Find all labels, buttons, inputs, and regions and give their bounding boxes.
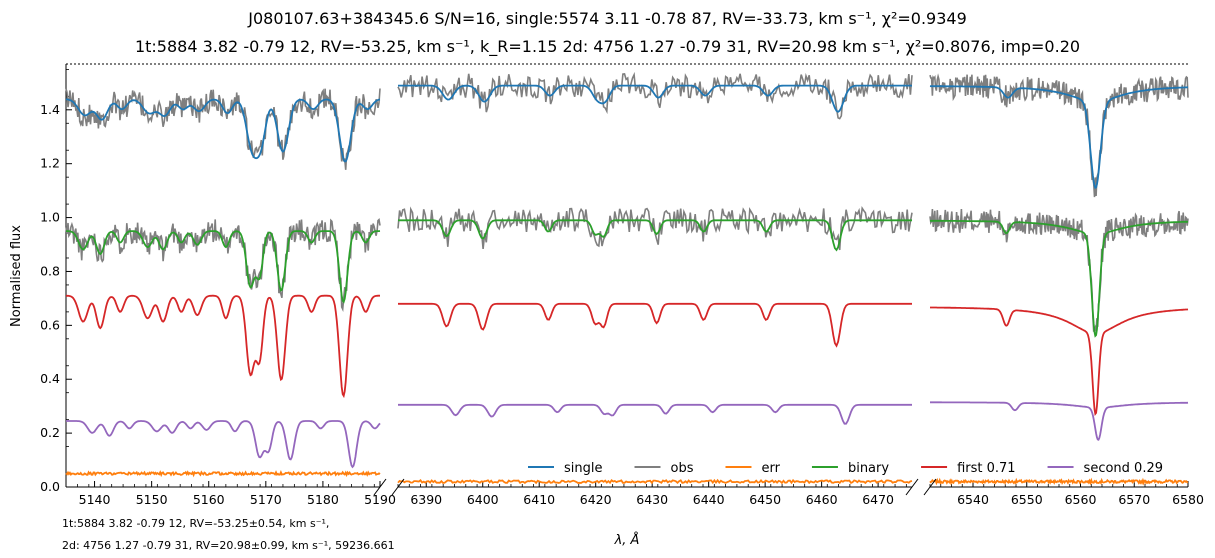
- series-obs-line: [397, 71, 913, 120]
- x-axis-label: λ, Å: [614, 532, 640, 548]
- series-second-line: [398, 403, 912, 425]
- x-tick-label-4: 6430: [636, 492, 668, 507]
- footer-line-2: 2d: 4756 1.27 -0.79 31, RV=20.98±0.99, k…: [62, 539, 395, 552]
- x-tick-label-1: 6550: [1011, 492, 1043, 507]
- series-first-line: [65, 294, 380, 399]
- series-binary-line: [66, 230, 381, 304]
- axis-break-mark-1-b: [923, 478, 937, 496]
- y-tick-label-7: 1.4: [40, 102, 60, 117]
- series-obs-line: [65, 217, 381, 313]
- series-single-line: [929, 85, 1188, 190]
- panel-1: 5140 5150 5160 5170 5180 5190: [65, 88, 396, 507]
- x-tick-label-2: 5160: [193, 492, 225, 507]
- x-tick-label-4: 6580: [1172, 492, 1204, 507]
- y-tick-label-3: 0.6: [40, 317, 60, 332]
- x-tick-label-3: 6420: [580, 492, 612, 507]
- chart-title-line-1: J080107.63+384345.6 S/N=16, single:5574 …: [248, 9, 967, 28]
- series-first-line: [930, 306, 1189, 417]
- legend-label-first: first 0.71: [957, 461, 1015, 476]
- footer-line-1: 1t:5884 3.82 -0.79 12, RV=-53.25±0.54, k…: [62, 517, 330, 530]
- legend-label-binary: binary: [848, 461, 889, 476]
- series-binary-line: [398, 219, 912, 252]
- series-obs-line: [929, 208, 1189, 332]
- y-tick-label-4: 0.8: [40, 263, 60, 278]
- x-tick-label-2: 6560: [1065, 492, 1097, 507]
- series-obs-line: [929, 73, 1189, 198]
- y-tick-label-6: 1.2: [40, 156, 60, 171]
- legend-label-single: single: [564, 461, 603, 476]
- axis-break-mark-1-a: [905, 478, 919, 496]
- y-tick-label-1: 0.2: [40, 425, 60, 440]
- y-tick-label-0: 0.0: [40, 479, 60, 494]
- series-err-line: [397, 478, 913, 485]
- legend-label-second: second 0.29: [1084, 461, 1163, 476]
- x-tick-label-0: 6390: [410, 492, 442, 507]
- series-single-line: [398, 84, 912, 113]
- x-tick-label-0: 5140: [79, 492, 111, 507]
- axis-break-mark-0-b: [391, 478, 405, 496]
- x-tick-label-3: 5170: [250, 492, 282, 507]
- x-tick-label-7: 6460: [806, 492, 838, 507]
- x-tick-label-8: 6470: [862, 492, 894, 507]
- series-first-line: [398, 302, 912, 348]
- legend-label-err: err: [761, 461, 780, 476]
- legend-label-obs: obs: [671, 461, 694, 476]
- series-obs-line: [397, 206, 913, 251]
- y-axis-label: Normalised flux: [9, 225, 24, 327]
- series-single-line: [65, 98, 381, 163]
- x-tick-label-1: 5150: [136, 492, 168, 507]
- x-tick-label-4: 5180: [307, 492, 339, 507]
- panel-2: 6390 6400 6410 6420 6430 6440 6450 6460 6470: [397, 71, 913, 507]
- series-binary-line: [930, 219, 1189, 338]
- chart-title-line-2: 1t:5884 3.82 -0.79 12, RV=-53.25, km s⁻¹…: [134, 37, 1081, 56]
- x-tick-label-5: 5190: [364, 492, 396, 507]
- legend: single obs err binary first 0.71 second 0.29: [528, 461, 1163, 476]
- series-err-line: [65, 470, 381, 478]
- x-tick-label-2: 6410: [523, 492, 555, 507]
- panel-3: 6540 6550 6560 6570 6580: [929, 73, 1204, 507]
- axis-break-mark-0-a: [373, 478, 387, 496]
- x-tick-label-5: 6440: [693, 492, 725, 507]
- series-second-line: [930, 401, 1189, 441]
- series-obs-line: [65, 88, 381, 170]
- series-err-line: [929, 477, 1189, 486]
- x-tick-label-1: 6400: [467, 492, 499, 507]
- x-tick-label-6: 6450: [749, 492, 781, 507]
- series-second-line: [66, 420, 381, 469]
- y-tick-label-2: 0.4: [40, 371, 60, 386]
- x-tick-label-3: 6570: [1118, 492, 1150, 507]
- y-tick-label-5: 1.0: [40, 210, 60, 225]
- x-tick-label-0: 6540: [957, 492, 989, 507]
